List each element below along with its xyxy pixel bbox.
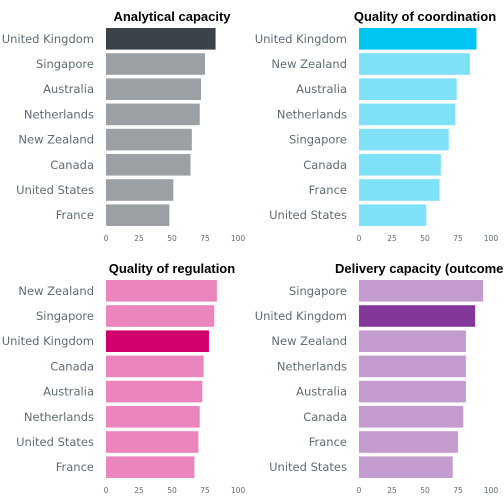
bar xyxy=(106,406,200,428)
category-label: France xyxy=(309,435,347,449)
x-tick-label: 75 xyxy=(453,486,463,495)
category-label: France xyxy=(309,183,347,197)
x-tick-label: 25 xyxy=(387,234,397,243)
bar xyxy=(106,380,203,403)
x-tick-label: 50 xyxy=(420,486,430,495)
bar xyxy=(106,154,191,176)
category-label: United Kingdom xyxy=(2,334,94,348)
chart-title: Quality of coordination xyxy=(354,9,496,24)
category-label: Canada xyxy=(50,158,94,172)
x-tick-label: 50 xyxy=(167,234,177,243)
x-tick-label: 25 xyxy=(134,234,144,243)
category-label: Singapore xyxy=(36,309,94,323)
bar xyxy=(359,53,470,75)
x-tick-label: 0 xyxy=(104,234,109,243)
category-label: Singapore xyxy=(36,57,94,71)
bar xyxy=(359,103,456,126)
chart-title: Quality of regulation xyxy=(109,261,235,276)
category-label: Australia xyxy=(43,385,94,399)
category-label: Canada xyxy=(303,410,347,424)
chart-title: Delivery capacity (outcomes) xyxy=(335,261,504,276)
x-tick-label: 50 xyxy=(420,234,430,243)
x-tick-label: 100 xyxy=(484,486,499,495)
category-label: France xyxy=(56,460,94,474)
category-label: Australia xyxy=(296,82,347,96)
x-tick-label: 25 xyxy=(387,486,397,495)
chart-panel-3: Quality of regulation New Zealand Singapor… xyxy=(2,261,246,495)
category-label: New Zealand xyxy=(271,334,347,348)
category-label: New Zealand xyxy=(18,284,94,298)
bar xyxy=(359,305,476,327)
bar xyxy=(106,28,216,50)
bar xyxy=(359,406,464,428)
chart-title: Analytical capacity xyxy=(113,9,231,24)
category-label: Singapore xyxy=(289,133,347,147)
x-tick-label: 25 xyxy=(134,486,144,495)
bar xyxy=(106,78,202,100)
x-tick-label: 100 xyxy=(231,234,246,243)
x-tick-label: 100 xyxy=(231,486,246,495)
bar xyxy=(106,305,215,327)
category-label: Canada xyxy=(50,359,94,373)
chart-panel-2: Quality of coordination United Kingdom New… xyxy=(255,9,499,243)
bar xyxy=(359,456,453,478)
category-label: Australia xyxy=(43,82,94,96)
bar xyxy=(106,431,199,453)
chart-panel-4: Delivery capacity (outcomes) Singapore Uni… xyxy=(255,261,504,495)
bar xyxy=(359,154,441,176)
category-label: United States xyxy=(269,208,347,222)
x-tick-label: 75 xyxy=(200,234,210,243)
bar xyxy=(359,431,458,453)
category-label: United States xyxy=(269,460,347,474)
bar xyxy=(106,103,200,126)
x-tick-label: 0 xyxy=(104,486,109,495)
bar xyxy=(359,280,484,302)
bar xyxy=(106,280,217,302)
bar xyxy=(359,78,457,100)
category-label: Singapore xyxy=(289,284,347,298)
x-tick-label: 75 xyxy=(200,486,210,495)
category-label: United States xyxy=(16,435,94,449)
category-label: Netherlands xyxy=(277,107,347,121)
bar xyxy=(106,456,195,478)
category-label: Netherlands xyxy=(277,359,347,373)
bar xyxy=(106,179,174,201)
bar xyxy=(106,355,204,378)
category-label: Australia xyxy=(296,385,347,399)
bar xyxy=(359,128,449,151)
bar xyxy=(106,330,209,352)
category-label: Netherlands xyxy=(24,107,94,121)
category-label: Canada xyxy=(303,158,347,172)
bar xyxy=(106,128,192,151)
bar xyxy=(359,355,466,378)
bar xyxy=(359,330,466,352)
category-label: United Kingdom xyxy=(255,32,347,46)
x-tick-label: 50 xyxy=(167,486,177,495)
bar xyxy=(106,53,205,75)
bar xyxy=(359,28,477,50)
x-tick-label: 0 xyxy=(357,486,362,495)
chart-panel-1: Analytical capacity United Kingdom Singapo… xyxy=(2,9,246,243)
category-label: United Kingdom xyxy=(2,32,94,46)
bar xyxy=(359,204,427,226)
x-tick-label: 75 xyxy=(453,234,463,243)
category-label: New Zealand xyxy=(18,133,94,147)
category-label: New Zealand xyxy=(271,57,347,71)
category-label: Netherlands xyxy=(24,410,94,424)
bar xyxy=(359,380,466,403)
category-label: United Kingdom xyxy=(255,309,347,323)
bar xyxy=(359,179,440,201)
category-label: France xyxy=(56,208,94,222)
bar xyxy=(106,204,170,226)
x-tick-label: 0 xyxy=(357,234,362,243)
category-label: United States xyxy=(16,183,94,197)
x-tick-label: 100 xyxy=(484,234,499,243)
